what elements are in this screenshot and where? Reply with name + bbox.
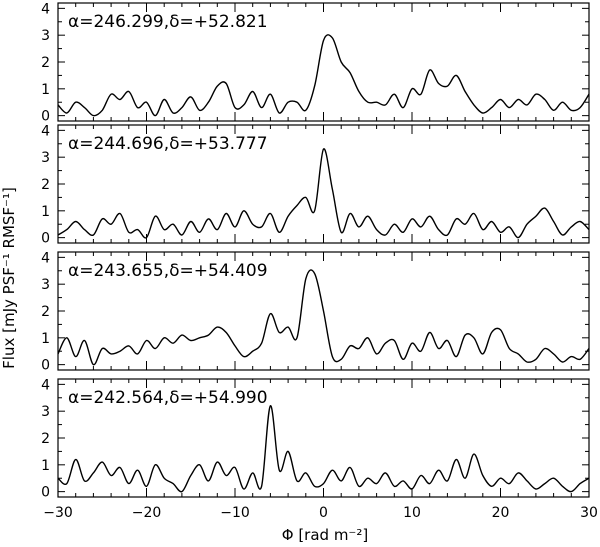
faraday-spectrum-line (57, 405, 590, 493)
y-tick-label: 2 (41, 304, 50, 320)
x-tick-label: 30 (580, 505, 598, 521)
y-tick-label: 4 (41, 1, 50, 17)
y-tick-label: 1 (41, 204, 50, 220)
y-tick-label: 0 (41, 231, 50, 247)
x-tick-label: −30 (43, 505, 73, 521)
faraday-spectrum-line (57, 148, 590, 239)
x-tick-label: −20 (132, 505, 162, 521)
y-tick-label: 2 (41, 177, 50, 193)
x-tick-label: −10 (220, 505, 250, 521)
y-tick-label: 1 (41, 331, 50, 347)
panels-group: 0 1 2 3 4 α=246.299,δ=+52.821 0 1 2 3 4 α=244.696,δ… (41, 1, 590, 501)
y-tick-label: 0 (41, 358, 50, 374)
y-tick-label: 4 (41, 377, 50, 393)
y-tick-label: 2 (41, 431, 50, 447)
panel-3: 0 1 2 3 4 α=243.655,δ=+54.409 (41, 250, 590, 374)
panel-coordinate-label: α=246.299,δ=+52.821 (68, 12, 268, 32)
y-tick-label: 4 (41, 250, 50, 266)
panel-1: 0 1 2 3 4 α=246.299,δ=+52.821 (41, 1, 590, 125)
y-tick-label: 3 (41, 150, 50, 166)
y-tick-label: 1 (41, 458, 50, 474)
y-tick-label: 2 (41, 55, 50, 71)
panel-coordinate-label: α=244.696,δ=+53.777 (68, 134, 268, 154)
y-tick-label: 3 (41, 277, 50, 293)
x-axis-title: Φ [rad m⁻²] (282, 526, 368, 544)
y-axis-title: Flux [mJy PSF⁻¹ RMSF⁻¹] (0, 187, 18, 369)
faraday-spectrum-line (57, 34, 590, 117)
panel-coordinate-label: α=242.564,δ=+54.990 (68, 388, 268, 408)
x-tick-label: 10 (403, 505, 421, 521)
y-tick-label: 4 (41, 123, 50, 139)
y-tick-label: 3 (41, 404, 50, 420)
y-tick-label: 0 (41, 485, 50, 501)
x-tick-label: 20 (492, 505, 510, 521)
y-tick-label: 3 (41, 28, 50, 44)
faraday-spectrum-line (57, 269, 590, 366)
panel-coordinate-label: α=243.655,δ=+54.409 (68, 261, 268, 281)
panel-2: 0 1 2 3 4 α=244.696,δ=+53.777 (41, 123, 590, 247)
x-axis: −30 −20 −10 0 10 20 30 (43, 505, 598, 521)
x-tick-label: 0 (319, 505, 328, 521)
y-tick-label: 0 (41, 109, 50, 125)
y-tick-label: 1 (41, 82, 50, 98)
panel-4: 0 1 2 3 4 α=242.564,δ=+54.990 (41, 377, 590, 501)
